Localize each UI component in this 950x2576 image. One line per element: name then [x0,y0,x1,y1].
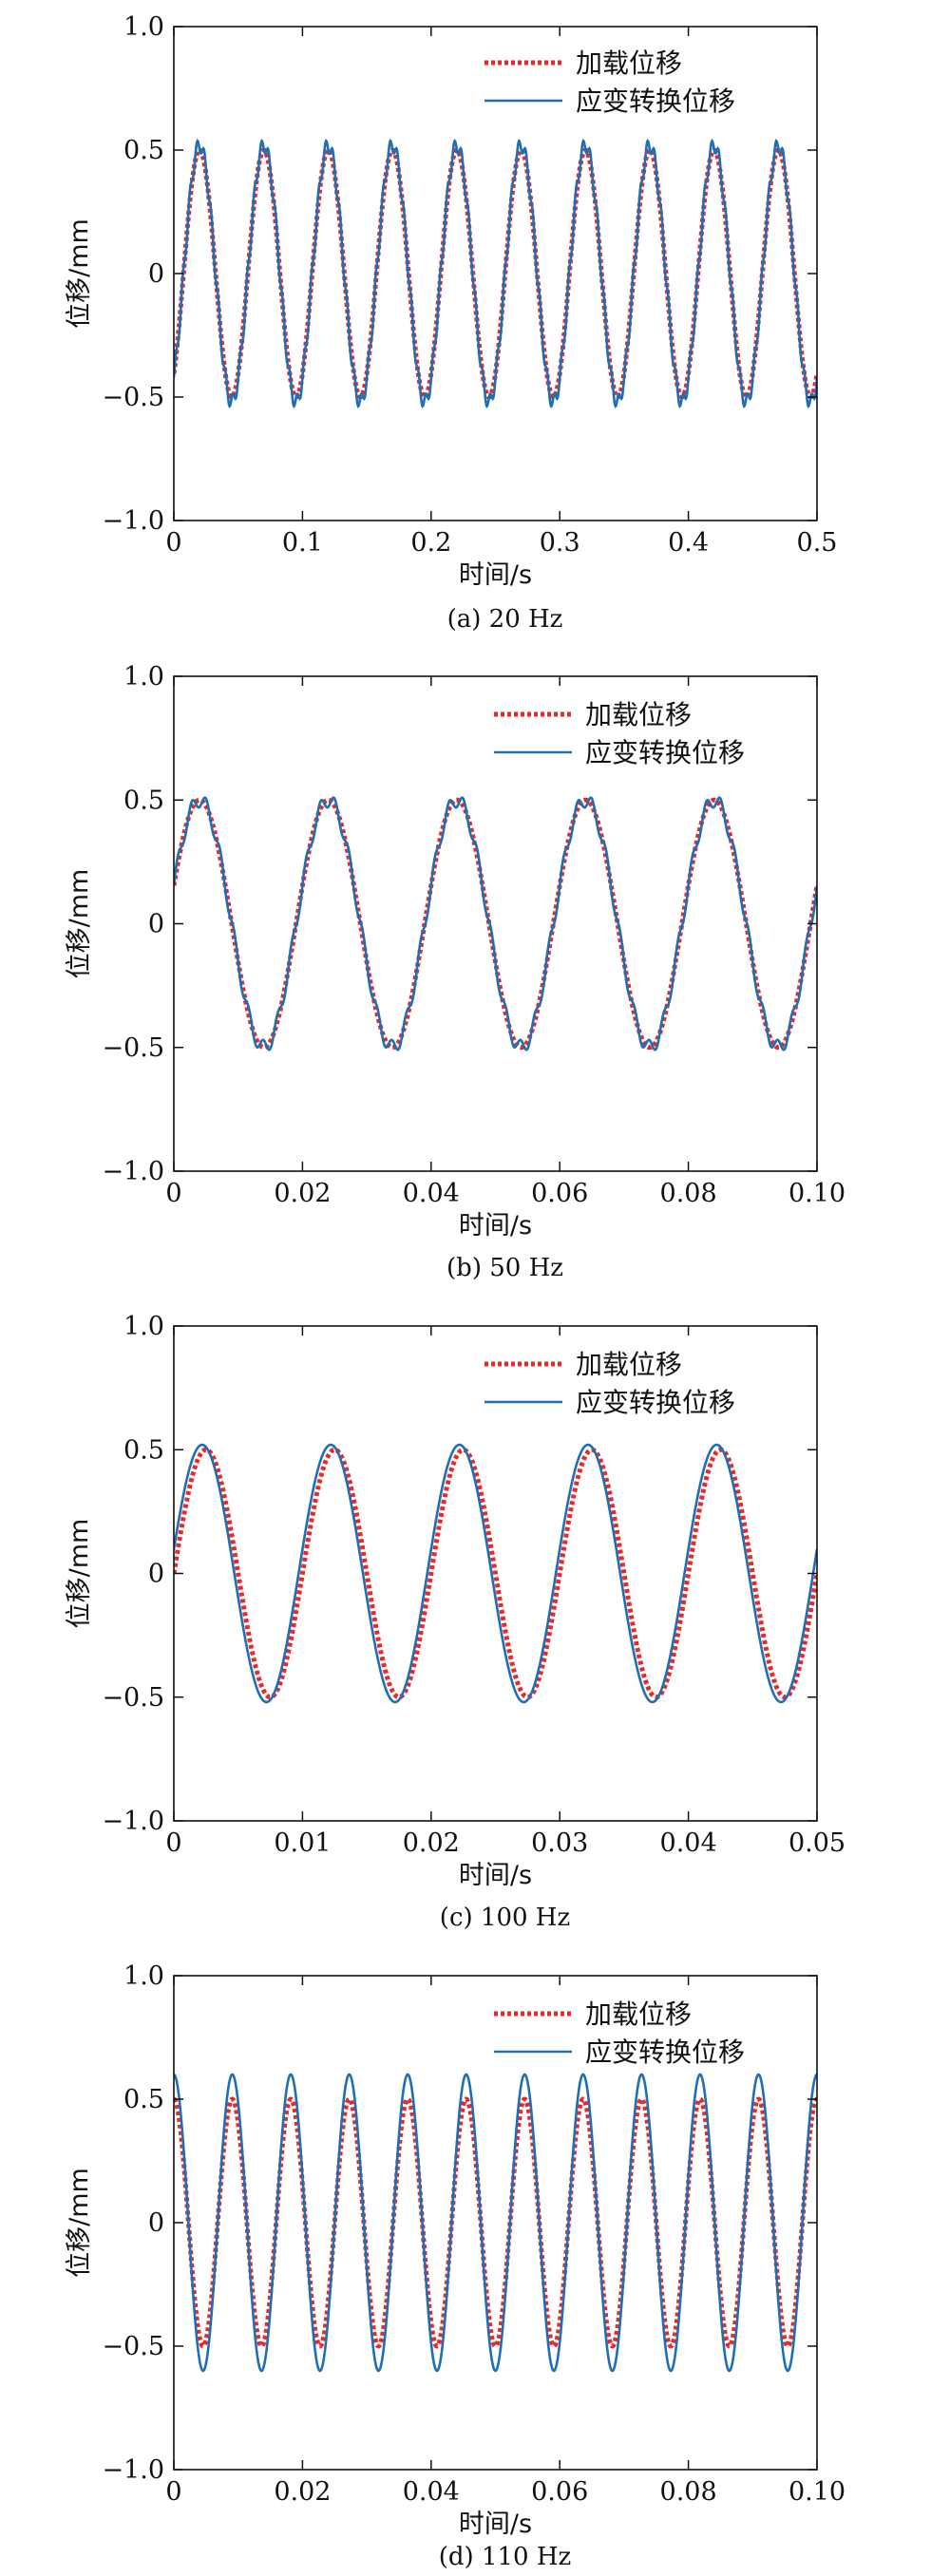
legend-label: 应变转换位移 [585,737,745,768]
series-line-strain [174,138,817,409]
panel-2: 0 0.02 0.04 0.06 0.08 0.10 −1.0 −0.5 0 0.5 1.0 时间/s… [65,662,846,1282]
y-tick-label: 0 [148,910,164,939]
x-tick-label: 0.4 [668,528,709,558]
legend-label: 应变转换位移 [576,1387,735,1418]
x-tick-label: 0.10 [788,2477,846,2507]
y-tick-label: 0 [148,259,164,289]
y-axis-label: 位移/mm [65,869,94,979]
y-tick-label: −1.0 [102,1807,164,1836]
y-tick-label: 1.0 [124,1961,164,1991]
y-tick-label: 0 [148,2208,164,2238]
y-tick-label: −0.5 [102,383,164,412]
x-axis-label: 时间/s [459,560,532,590]
y-tick-label: 1.0 [124,1312,164,1341]
series-line-loading [174,797,817,1051]
legend-label: 应变转换位移 [585,2036,745,2068]
y-tick-label: 1.0 [124,662,164,691]
x-axis-label: 时间/s [459,2510,532,2539]
x-tick-label: 0.05 [788,1828,846,1858]
x-tick-label: 0.04 [660,1828,717,1858]
y-tick-label: −0.5 [102,2332,164,2361]
y-tick-label: 0.5 [124,1435,164,1465]
series-line-loading [174,1447,817,1700]
legend-label: 加载位移 [576,1349,682,1380]
legend-label: 加载位移 [585,1998,692,2030]
y-tick-label: −0.5 [102,1683,164,1713]
y-tick-label: 0.5 [124,2085,164,2114]
x-tick-label: 0.02 [274,1179,331,1208]
x-tick-label: 0.04 [403,1179,460,1208]
series-line-strain [174,1443,817,1704]
series-line-strain [174,2073,817,2373]
y-tick-label: −1.0 [102,1157,164,1186]
y-axis-label: 位移/mm [65,1519,94,1629]
x-tick-label: 0 [165,1179,181,1208]
x-tick-label: 0 [165,1828,181,1858]
x-tick-label: 0.3 [540,528,580,558]
panel-caption: (c) 100 Hz [440,1904,570,1932]
x-tick-label: 0.2 [410,528,451,558]
x-tick-label: 0.02 [403,1828,460,1858]
x-tick-label: 0.10 [788,1179,846,1208]
y-tick-label: 0 [148,1560,164,1589]
legend-label: 应变转换位移 [576,85,735,117]
series-line-strain [174,796,817,1051]
panel-4: 0 0.02 0.04 0.06 0.08 0.10 −1.0 −0.5 0 0.5 1.0 时间/s… [65,1961,846,2571]
x-axis-label: 时间/s [459,1211,532,1241]
legend-label: 加载位移 [576,47,682,79]
x-tick-label: 0.08 [660,2477,717,2507]
panel-caption: (d) 110 Hz [439,2543,571,2571]
x-tick-label: 0.06 [531,1179,588,1208]
y-tick-label: 0.5 [124,136,164,165]
x-axis-label: 时间/s [459,1861,532,1890]
series-line-loading [174,147,817,400]
panel-1: 0 0.1 0.2 0.3 0.4 0.5 −1.0 −0.5 0 0.5 1.0 时间/s 位移/mm… [65,12,837,634]
y-axis-label: 位移/mm [65,2168,94,2278]
x-tick-label: 0.03 [531,1828,588,1858]
panel-3: 0 0.01 0.02 0.03 0.04 0.05 −1.0 −0.5 0 0.5 1.0 时间/s… [65,1312,846,1932]
y-tick-label: 0.5 [124,786,164,815]
panel-caption: (b) 50 Hz [446,1254,563,1282]
x-tick-label: 0.1 [282,528,323,558]
x-tick-label: 0.01 [274,1828,331,1858]
y-tick-label: 1.0 [124,12,164,42]
y-axis-label: 位移/mm [65,218,94,329]
y-tick-label: −1.0 [102,506,164,536]
panel-caption: (a) 20 Hz [447,605,563,634]
x-tick-label: 0.08 [660,1179,717,1208]
x-tick-label: 0.02 [274,2477,331,2507]
y-tick-label: −1.0 [102,2455,164,2485]
y-tick-label: −0.5 [102,1033,164,1063]
x-tick-label: 0.06 [531,2477,588,2507]
legend-label: 加载位移 [585,699,692,730]
x-tick-label: 0 [165,528,181,558]
x-tick-label: 0 [165,2477,181,2507]
x-tick-label: 0.04 [403,2477,460,2507]
x-tick-label: 0.5 [797,528,838,558]
